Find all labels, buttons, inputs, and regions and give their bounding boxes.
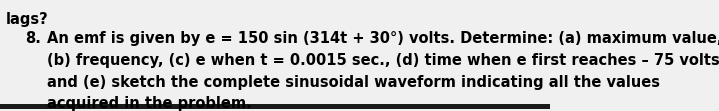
FancyBboxPatch shape <box>0 104 551 109</box>
Text: acquired in the problem.: acquired in the problem. <box>47 96 252 111</box>
Text: lags?: lags? <box>6 12 48 27</box>
Text: 8.: 8. <box>24 31 41 46</box>
Text: An emf is given by e = 150 sin (314t + 30°) volts. Determine: (a) maximum value,: An emf is given by e = 150 sin (314t + 3… <box>47 31 719 46</box>
Text: (b) frequency, (c) e when t = 0.0015 sec., (d) time when e first reaches – 75 vo: (b) frequency, (c) e when t = 0.0015 sec… <box>47 53 719 68</box>
Text: and (e) sketch the complete sinusoidal waveform indicating all the values: and (e) sketch the complete sinusoidal w… <box>47 75 660 90</box>
